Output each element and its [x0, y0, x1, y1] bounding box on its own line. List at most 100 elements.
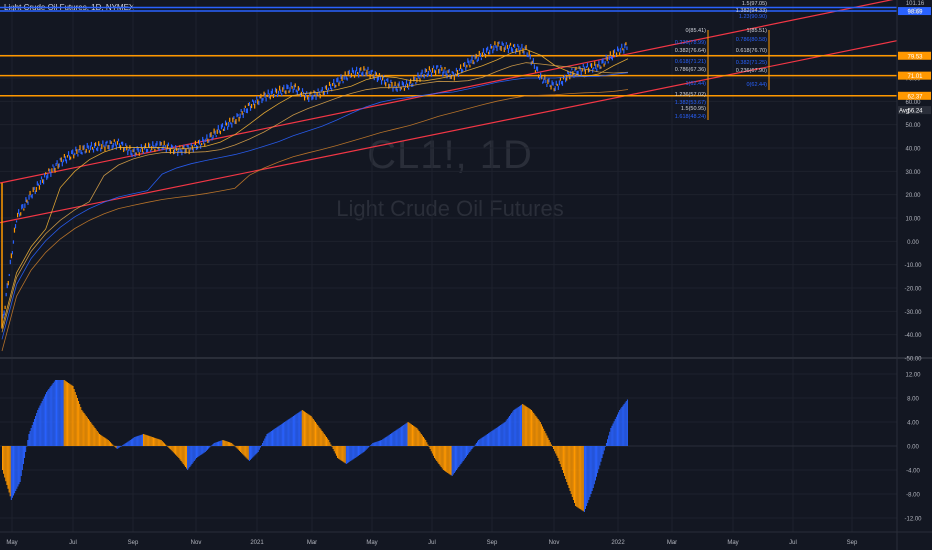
- price-candle: [99, 143, 101, 147]
- oscillator-bar: [381, 440, 383, 446]
- oscillator-bar: [526, 407, 528, 446]
- oscillator-bar: [298, 412, 300, 446]
- price-candle: [319, 93, 321, 99]
- oscillator-bar: [284, 422, 286, 446]
- price-candle: [477, 57, 479, 61]
- oscillator-bar: [2, 446, 3, 470]
- price-candle: [556, 83, 558, 87]
- price-candle: [433, 69, 436, 73]
- fib-label-right: 0.382(71.25): [736, 60, 767, 66]
- oscillator-bar: [27, 440, 29, 446]
- price-candle: [361, 72, 363, 76]
- oscillator-bar: [561, 446, 563, 470]
- price-candle: [376, 77, 378, 83]
- oscillator-bar: [420, 434, 422, 446]
- price-candle: [363, 66, 365, 71]
- price-candle: [591, 63, 593, 69]
- price-candle: [407, 87, 410, 90]
- oscillator-bar: [148, 435, 150, 446]
- price-candle: [107, 145, 109, 149]
- price-candle: [92, 148, 95, 153]
- oscillator-panel: [0, 380, 897, 512]
- price-candle: [550, 85, 552, 90]
- oscillator-bar: [382, 439, 384, 446]
- oscillator-bar: [599, 446, 601, 466]
- price-candle: [521, 43, 523, 48]
- price-candle: [548, 77, 550, 83]
- oscillator-bar: [173, 446, 175, 454]
- price-candle: [463, 62, 465, 67]
- oscillator-bar: [224, 440, 226, 446]
- price-candle: [100, 147, 102, 152]
- price-candle: [576, 70, 578, 76]
- price-candle: [114, 141, 116, 146]
- oscillator-bar: [253, 446, 255, 457]
- price-candle: [448, 68, 450, 73]
- oscillator-bar: [60, 380, 62, 446]
- oscillator-bar: [247, 446, 249, 460]
- price-candle: [505, 42, 507, 45]
- price-candle: [604, 61, 606, 65]
- price-candle: [187, 144, 189, 150]
- oscillator-bar: [626, 399, 628, 446]
- oscillator-bar: [241, 446, 243, 454]
- oscillator-bar: [69, 383, 71, 446]
- price-candle: [35, 187, 37, 193]
- price-candle: [142, 151, 145, 154]
- oscillator-bar: [36, 413, 38, 446]
- oscillator-bar: [308, 414, 310, 446]
- oscillator-bar: [315, 422, 316, 446]
- price-candle: [278, 90, 280, 95]
- price-candle: [471, 55, 473, 61]
- drawn-lines: 0(85.41) 0.236(78.99) 0.382(76.64) 0.618(71…: [0, 0, 898, 224]
- osc-tick-label: -8.00: [906, 493, 920, 499]
- price-candle: [617, 46, 619, 52]
- price-candle: [418, 75, 420, 79]
- price-candle: [563, 74, 566, 77]
- price-candle: [267, 89, 269, 95]
- price-candle: [414, 76, 416, 82]
- price-candle: [271, 88, 273, 94]
- price-candle: [366, 69, 368, 75]
- price-candle: [384, 79, 386, 85]
- price-candle: [54, 167, 56, 173]
- price-candle: [445, 70, 447, 76]
- oscillator-bar: [342, 446, 344, 462]
- price-candle: [213, 128, 215, 134]
- oscillator-bar: [500, 425, 502, 446]
- oscillator-bar: [68, 383, 70, 446]
- price-candle: [295, 89, 297, 93]
- price-candle: [181, 150, 183, 156]
- oscillator-bar: [490, 431, 492, 446]
- oscillator-bar: [361, 446, 363, 454]
- oscillator-bar: [74, 392, 76, 446]
- oscillator-bar: [225, 441, 227, 446]
- price-candle: [400, 87, 402, 90]
- oscillator-bar: [503, 422, 505, 446]
- price-candle: [331, 87, 333, 92]
- oscillator-bar: [449, 446, 451, 475]
- oscillator-bar: [378, 440, 380, 446]
- oscillator-bar: [118, 446, 120, 448]
- price-candle: [157, 146, 159, 150]
- price-candle: [202, 136, 204, 142]
- oscillator-bar: [4, 446, 6, 478]
- price-candle: [19, 213, 21, 217]
- price-candle: [20, 212, 22, 216]
- x-tick-label: May: [366, 540, 377, 546]
- oscillator-bar: [404, 424, 406, 446]
- price-candle: [93, 142, 96, 148]
- price-candle: [97, 146, 99, 152]
- oscillator-bar: [206, 446, 208, 450]
- oscillator-bar: [406, 422, 408, 446]
- price-candle: [223, 126, 226, 131]
- oscillator-bar: [162, 442, 164, 446]
- price-candle: [120, 141, 123, 145]
- price-candle: [610, 55, 612, 59]
- oscillator-bar: [124, 443, 126, 446]
- oscillator-bar: [581, 446, 583, 511]
- oscillator-bar: [149, 436, 151, 446]
- oscillator-bar: [501, 424, 503, 446]
- oscillator-bar: [470, 446, 472, 451]
